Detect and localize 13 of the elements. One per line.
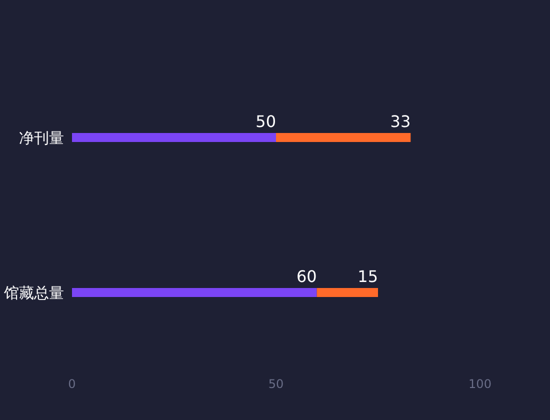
data-label: 50 <box>256 112 276 131</box>
bar <box>276 133 411 142</box>
bar <box>72 288 317 297</box>
bar <box>316 288 378 297</box>
data-label: 15 <box>358 267 378 286</box>
x-tick-label: 0 <box>68 377 76 391</box>
y-tick-label: 馆藏总量 <box>3 284 64 302</box>
y-tick-label: 净刊量 <box>19 128 64 147</box>
data-label: 33 <box>390 112 411 131</box>
x-tick-label: 100 <box>468 377 492 391</box>
bar <box>72 133 276 142</box>
x-tick-label: 50 <box>268 377 284 391</box>
data-label: 60 <box>296 267 317 286</box>
